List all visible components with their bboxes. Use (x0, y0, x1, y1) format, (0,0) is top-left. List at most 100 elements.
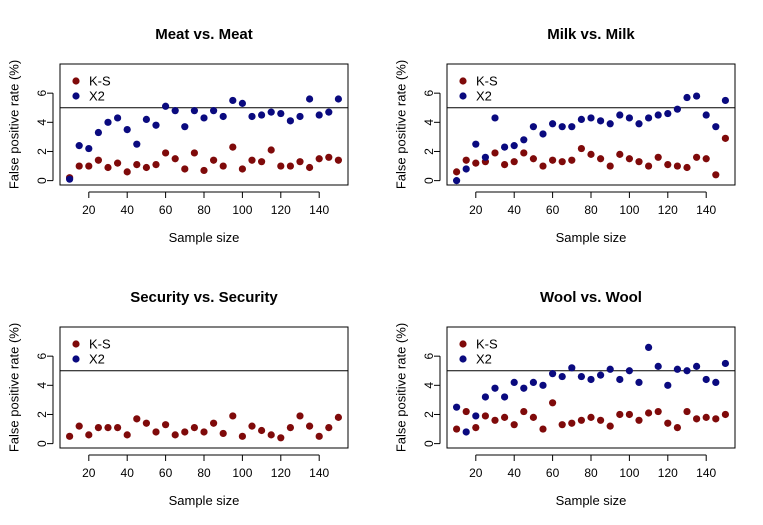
legend: K-SX2 (459, 337, 498, 367)
x-axis: 20 40 60 80 100 120 140 (469, 191, 717, 217)
data-point (258, 426, 266, 435)
data-point (529, 155, 538, 163)
data-point (510, 158, 518, 166)
data-point (315, 432, 323, 440)
data-point (673, 105, 682, 113)
data-point (200, 114, 208, 122)
y-axis-label: False positive rate (%) (7, 60, 22, 189)
y-tick-label: 6 (422, 353, 436, 360)
data-point (520, 136, 528, 144)
x-tick-label: 140 (696, 466, 716, 480)
data-point (229, 143, 237, 151)
y-axis: 0 2 4 6 (35, 90, 54, 184)
data-point (683, 163, 691, 172)
chart-title: Wool vs. Wool (540, 289, 642, 306)
series-x2 (453, 92, 730, 185)
data-point (334, 413, 342, 421)
data-point (712, 171, 720, 179)
data-point (645, 409, 653, 417)
data-point (277, 434, 285, 442)
x-tick-label: 40 (508, 466, 522, 480)
data-point (539, 162, 547, 170)
data-point (238, 99, 246, 107)
x-axis: 20 40 60 80 100 120 140 (82, 454, 330, 480)
data-point (66, 175, 74, 183)
y-tick-label: 0 (422, 177, 436, 184)
x-tick-label: 20 (469, 203, 483, 217)
data-point (481, 393, 489, 401)
y-tick-label: 4 (422, 119, 436, 126)
data-point (472, 159, 480, 167)
data-point (229, 412, 237, 420)
data-point (683, 367, 691, 375)
data-point (114, 423, 122, 432)
data-point (238, 432, 246, 440)
data-point (190, 107, 198, 115)
x-tick-label: 140 (309, 203, 329, 217)
data-point (577, 416, 586, 424)
data-point (606, 422, 614, 430)
data-point (152, 428, 160, 436)
data-point (472, 140, 480, 148)
data-point (248, 112, 256, 121)
data-point (606, 120, 614, 128)
data-point (520, 149, 528, 157)
data-point (683, 407, 691, 416)
data-point (229, 96, 237, 105)
data-point (501, 393, 509, 401)
data-point (597, 371, 605, 379)
data-point (664, 419, 672, 427)
data-point (296, 158, 304, 166)
data-point (181, 165, 189, 173)
data-point (162, 102, 170, 110)
data-point (587, 114, 595, 122)
data-point (472, 412, 480, 420)
x-tick-label: 100 (232, 466, 252, 480)
x-tick-label: 80 (197, 203, 211, 217)
y-tick-label: 0 (35, 440, 49, 447)
data-point (635, 158, 643, 166)
data-point (529, 413, 538, 421)
data-point (75, 162, 83, 170)
x-tick-label: 40 (121, 466, 135, 480)
legend-marker (459, 355, 467, 363)
y-tick-label: 2 (422, 148, 436, 155)
data-point (558, 158, 566, 166)
data-point (142, 163, 150, 172)
data-point (664, 381, 672, 389)
data-point (616, 111, 624, 119)
data-point (296, 112, 304, 121)
x-tick-label: 40 (121, 203, 135, 217)
y-tick-label: 6 (35, 90, 49, 97)
y-axis-label: False positive rate (%) (394, 60, 409, 189)
data-point (625, 114, 634, 122)
data-point (258, 158, 266, 166)
y-tick-label: 2 (422, 411, 436, 418)
x-tick-label: 100 (619, 203, 639, 217)
series-ks (66, 412, 342, 442)
data-point (210, 156, 218, 164)
data-point (501, 143, 509, 151)
data-point (625, 367, 634, 375)
series-ks (453, 134, 730, 179)
data-point (568, 364, 576, 372)
data-point (85, 431, 93, 439)
data-point (702, 155, 710, 163)
x-tick-label: 120 (271, 203, 291, 217)
legend-marker (72, 355, 80, 363)
data-point (693, 153, 701, 161)
data-point (693, 415, 701, 423)
legend: K-SX2 (72, 74, 111, 104)
data-point (123, 126, 131, 134)
x-tick-label: 60 (546, 203, 560, 217)
data-point (258, 111, 266, 119)
data-point (462, 156, 470, 164)
y-axis-label: False positive rate (%) (7, 323, 22, 452)
data-point (549, 370, 557, 378)
data-point (587, 375, 595, 384)
data-point (645, 114, 653, 122)
data-point (453, 168, 461, 176)
x-tick-label: 60 (159, 203, 173, 217)
